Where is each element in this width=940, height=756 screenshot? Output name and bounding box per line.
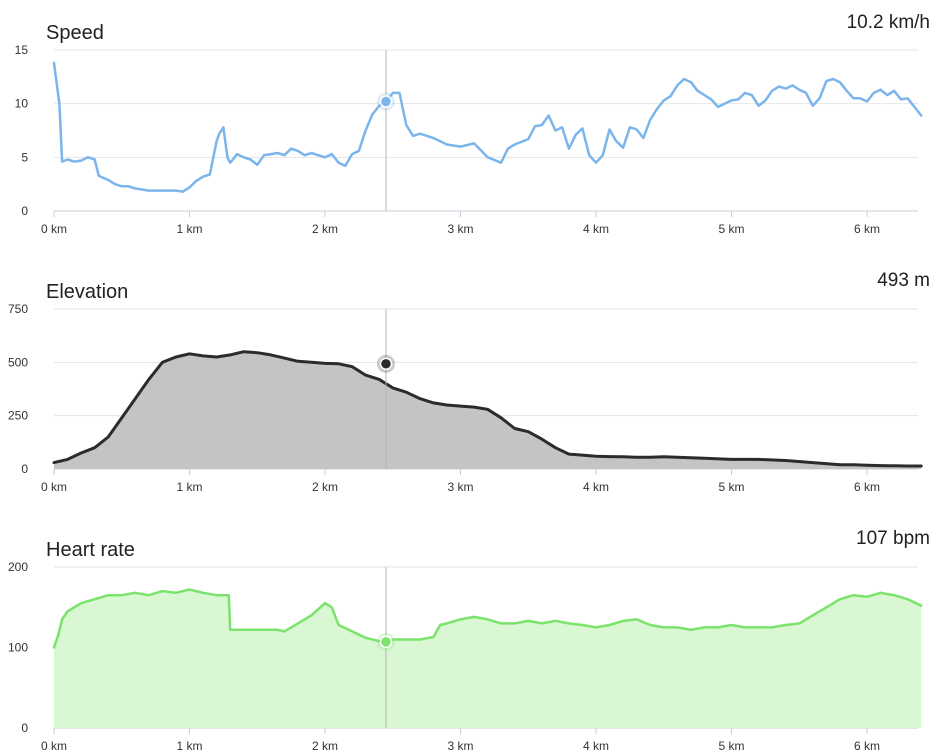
speed-chart-title: Speed (46, 22, 104, 44)
speed-xtick-label: 0 km (41, 222, 67, 236)
heart-rate-xtick-label: 4 km (583, 739, 609, 753)
speed-ytick-label: 5 (21, 150, 28, 164)
speed-ytick-label: 15 (15, 43, 29, 57)
speed-xtick-label: 5 km (718, 222, 744, 236)
elevation-ytick-label: 500 (8, 355, 28, 369)
speed-xtick-label: 2 km (312, 222, 338, 236)
speed-cursor-marker (379, 95, 393, 108)
heart-rate-xtick-label: 2 km (312, 739, 338, 753)
elevation-series-line (52, 350, 923, 468)
elevation-xtick-label: 4 km (583, 480, 609, 494)
elevation-xtick-label: 2 km (312, 480, 338, 494)
speed-xtick-label: 4 km (583, 222, 609, 236)
speed-xtick-label: 1 km (176, 222, 202, 236)
heart-rate-cursor-marker (379, 635, 393, 649)
heart-rate-area-fill (54, 589, 922, 728)
heart-rate-xtick-label: 0 km (41, 739, 67, 753)
heart-rate-xtick-label: 1 km (176, 739, 202, 753)
speed-readout: 10.2 km/h (846, 12, 930, 33)
elevation-chart-title: Elevation (46, 281, 129, 303)
heart-rate-ytick-label: 200 (8, 560, 28, 574)
heart-rate-ytick-label: 100 (8, 641, 28, 655)
elevation-xtick-label: 1 km (176, 480, 202, 494)
speed-ytick-label: 10 (15, 97, 29, 111)
elevation-xtick-label: 6 km (854, 480, 880, 494)
heart-rate-xtick-label: 5 km (718, 739, 744, 753)
speed-xtick-label: 6 km (854, 222, 880, 236)
heart-rate-ytick-label: 0 (21, 721, 28, 735)
speed-series-line (52, 61, 923, 193)
elevation-xtick-label: 0 km (41, 480, 67, 494)
elevation-ytick-label: 250 (8, 409, 28, 423)
elevation-readout: 493 m (877, 270, 930, 291)
elevation-ytick-label: 0 (21, 462, 28, 476)
heart-rate-xtick-label: 6 km (854, 739, 880, 753)
heart-rate-xtick-label: 3 km (447, 739, 473, 753)
elevation-xtick-label: 5 km (718, 480, 744, 494)
speed-ytick-label: 0 (21, 204, 28, 218)
elevation-cursor-marker (379, 357, 393, 371)
elevation-xtick-label: 3 km (447, 480, 473, 494)
heart-rate-readout: 107 bpm (856, 528, 930, 549)
heart-rate-series-line (52, 588, 923, 649)
speed-xtick-label: 3 km (447, 222, 473, 236)
elevation-ytick-label: 750 (8, 302, 28, 316)
heart-rate-chart-title: Heart rate (46, 539, 135, 561)
